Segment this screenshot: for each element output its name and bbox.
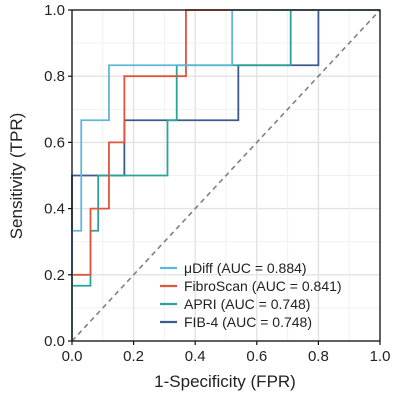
- y-tick-label: 0.2: [44, 267, 65, 284]
- legend-item-label: APRI (AUC = 0.748): [184, 296, 310, 312]
- legend-item-label: μDiff (AUC = 0.884): [184, 260, 307, 276]
- legend-item-label: FIB-4 (AUC = 0.748): [184, 314, 312, 330]
- x-axis-label: 1-Specificity (FPR): [154, 372, 296, 391]
- x-tick-label: 0.6: [246, 348, 267, 365]
- plot-border: [71, 9, 381, 342]
- y-tick-label: 0.4: [44, 201, 65, 218]
- roc-curve-2: [71, 9, 380, 341]
- plot-frame: [71, 9, 381, 342]
- reference-line: [71, 9, 381, 342]
- x-tick-label: 1.0: [370, 348, 391, 365]
- legend: μDiff (AUC = 0.884) FibroScan (AUC = 0.84…: [160, 260, 342, 330]
- y-tick-label: 0.6: [44, 134, 65, 151]
- axis-ticks: 0.0 0.2 0.4 0.6 0.8 1.0 0.0 0.2 0.4 0.6 0.8 1.0: [44, 2, 390, 365]
- y-tick-label: 0.8: [44, 68, 65, 85]
- x-tick-label: 0.0: [62, 348, 83, 365]
- roc-curve-0: [71, 9, 380, 341]
- x-tick-label: 0.2: [123, 348, 144, 365]
- roc-curves: [71, 9, 380, 341]
- reference-diagonal: [71, 9, 381, 342]
- x-tick-label: 0.8: [308, 348, 329, 365]
- legend-item-label: FibroScan (AUC = 0.841): [184, 278, 342, 294]
- y-tick-label: 1.0: [44, 2, 65, 19]
- y-axis-label: Sensitivity (TPR): [7, 113, 26, 240]
- x-tick-label: 0.4: [185, 348, 206, 365]
- y-tick-label: 0.0: [44, 333, 65, 350]
- roc-curve-3: [71, 9, 380, 341]
